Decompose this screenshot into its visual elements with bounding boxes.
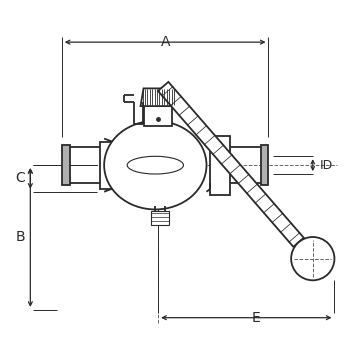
Text: B: B: [16, 231, 25, 245]
Bar: [210, 136, 230, 195]
Circle shape: [291, 237, 335, 280]
Polygon shape: [158, 82, 304, 247]
Text: A: A: [160, 35, 170, 49]
Text: E: E: [252, 311, 260, 325]
Ellipse shape: [104, 121, 206, 209]
Text: ID: ID: [320, 159, 333, 172]
Bar: [100, 141, 112, 189]
Bar: [152, 211, 169, 225]
Ellipse shape: [127, 156, 183, 174]
Bar: [145, 106, 172, 126]
Polygon shape: [141, 89, 176, 106]
Text: C: C: [16, 172, 25, 186]
Bar: [62, 146, 70, 185]
Bar: [261, 146, 268, 185]
